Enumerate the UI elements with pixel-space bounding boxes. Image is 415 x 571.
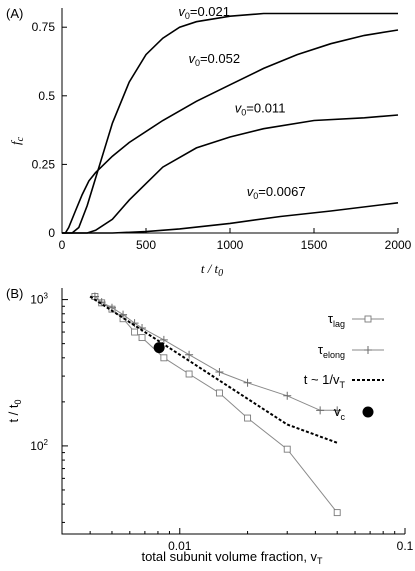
x-tick-label: 1000 [217, 238, 244, 252]
tau-elong-point [159, 335, 168, 344]
panel-a-y-axis-label: fc [8, 136, 26, 145]
y-tick-label: 0 [48, 226, 55, 240]
line-v0=0.052 [62, 29, 399, 234]
legend-label: τelong [318, 342, 345, 360]
panel-a: (A) 0 500 1000 1500 2000 0 0.25 0.5 0.75 v0=0.0… [6, 4, 412, 279]
panel-a-x-axis-label: t / t0 [201, 261, 223, 279]
tau-elong-point [333, 406, 342, 415]
y-tick-label: 0.5 [38, 89, 55, 103]
x-tick-label: 0 [59, 238, 66, 252]
tau-lag-point [333, 509, 341, 517]
legend-plus [364, 346, 372, 354]
tau-lag-point [244, 414, 252, 422]
tau-elong-point [215, 367, 224, 376]
y-tick-label: 0.75 [32, 20, 56, 34]
panel-b-y-axis-label: t / t0 [6, 399, 23, 422]
tau-lag-point [215, 389, 223, 397]
panel-a-curve-labels: v0=0.021 v0=0.052 v0=0.011 v0=0.0067 [178, 4, 305, 201]
x-tick-label: 1500 [301, 238, 328, 252]
legend-label: t ~ 1/vT [304, 372, 346, 390]
fit-line [89, 295, 338, 444]
line-v0=0.0067 [62, 202, 399, 234]
tau-elong-point [130, 319, 139, 328]
tau-elong-point [243, 378, 252, 387]
tau-lag-point [160, 354, 168, 362]
x-tick-label: 0.1 [397, 539, 414, 553]
tau-elong-point [283, 391, 292, 400]
panel-b-series [89, 292, 342, 517]
tau-elong-point [185, 350, 194, 359]
panel-b-y-ticks: 102 103 [30, 292, 68, 523]
legend-square [364, 315, 372, 323]
panel-b-x-ticks: 0.01 0.1 [61, 528, 414, 553]
panel-a-x-ticks: 0 500 1000 1500 2000 [59, 228, 412, 252]
line-v0=0.021 [62, 12, 398, 234]
panel-a-y-ticks: 0 0.25 0.5 0.75 [32, 20, 67, 240]
x-tick-label: 500 [136, 238, 156, 252]
y-tick-label: 0.25 [32, 157, 56, 171]
x-tick-label: 0.01 [168, 539, 192, 553]
panel-a-axes [61, 8, 398, 234]
panel-b-axes [61, 288, 405, 535]
y-tick-label: 102 [30, 438, 48, 453]
series-label: v0=0.021 [178, 4, 230, 21]
series-label: v0=0.011 [235, 100, 286, 117]
legend-dot [362, 406, 374, 418]
tau-lag-point [185, 370, 193, 378]
panel-b-x-axis-label: total subunit volume fraction, vT [141, 549, 323, 566]
legend-label: vc [334, 404, 346, 422]
tau-elong-point [119, 310, 128, 319]
y-tick-label: 103 [30, 292, 48, 307]
series-label: v0=0.052 [188, 51, 240, 68]
tau-lag-point [131, 328, 139, 336]
tau-lag-point [283, 445, 291, 453]
legend-label: τlag [328, 311, 345, 329]
vc-point [153, 342, 165, 354]
panel-a-label: (A) [6, 6, 23, 21]
panel-b-label: (B) [6, 286, 23, 301]
tau-lag-point [138, 334, 146, 342]
panel-a-curves [62, 12, 399, 234]
panel-b-legend: τlag τelong t ~ 1/vT vc [304, 311, 384, 422]
x-tick-label: 2000 [385, 238, 412, 252]
line-v0=0.011 [62, 114, 399, 234]
tau-elong-point [316, 406, 325, 415]
series-label: v0=0.0067 [247, 184, 306, 201]
